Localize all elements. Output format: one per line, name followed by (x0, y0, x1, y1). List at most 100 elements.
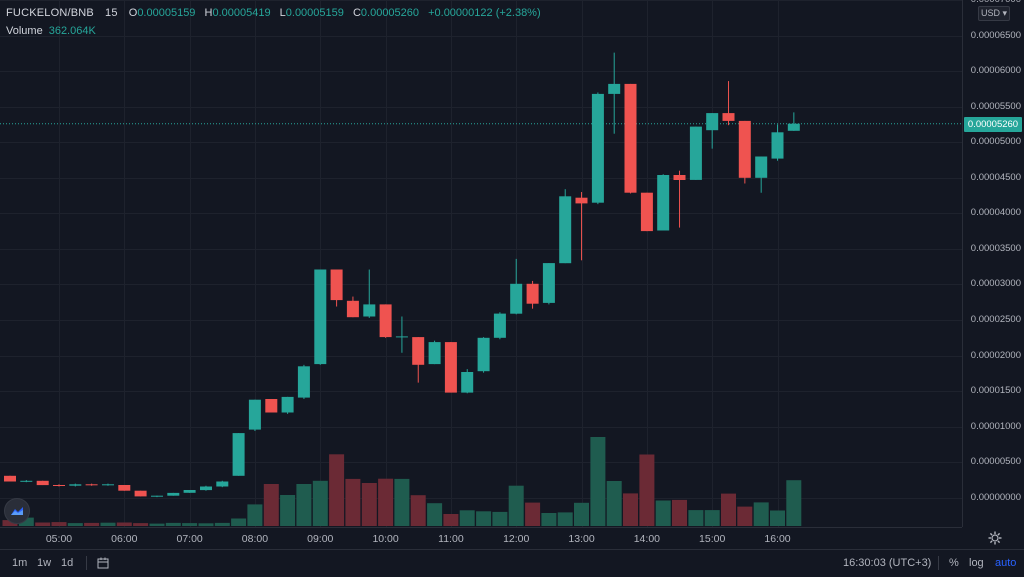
currency-select[interactable]: USD ▾ (978, 6, 1010, 21)
candle-up (591, 93, 604, 203)
price-axis-label: 0.00005500 (970, 100, 1021, 112)
time-axis-label: 07:00 (176, 533, 203, 545)
volume-bar (361, 483, 377, 526)
volume-bar (394, 478, 410, 526)
volume-bar (737, 506, 753, 526)
candle-down (118, 485, 131, 491)
candle-down (85, 484, 98, 486)
price-axis-label: 0.00002500 (970, 314, 1021, 326)
candle-up (461, 372, 474, 393)
percent-scale-toggle[interactable]: % (949, 557, 959, 569)
volume-bar (753, 502, 769, 526)
candle-down (526, 283, 539, 304)
candle-down (265, 399, 278, 413)
price-axis-label: 0.00001000 (970, 420, 1021, 432)
range-1d-button[interactable]: 1d (61, 557, 74, 569)
candle-up (151, 495, 163, 497)
log-scale-toggle[interactable]: log (969, 557, 984, 569)
candle-up (706, 113, 719, 131)
volume-bar (84, 522, 100, 526)
candle-up (248, 399, 261, 430)
time-axis-label: 12:00 (503, 533, 530, 545)
volume-bar (786, 480, 802, 526)
time-axis-label: 16:00 (764, 533, 791, 545)
volume-legend: Volume 362.064K (6, 25, 96, 37)
volume-bar (100, 522, 116, 526)
time-axis-label: 08:00 (241, 533, 269, 545)
candle-up (232, 433, 245, 476)
symbol-name[interactable]: FUCKELON/BNB (6, 7, 94, 19)
candle-up (428, 342, 441, 365)
volume-bar (116, 522, 132, 526)
volume-bar (198, 523, 214, 527)
volume-bar (247, 504, 263, 526)
chart-pane[interactable] (0, 0, 962, 527)
volume-bar (688, 510, 704, 526)
candle-down (36, 480, 49, 486)
volume-bar (443, 514, 459, 526)
candle-up (200, 486, 212, 491)
price-axis[interactable]: 0.00007000 0.00006500 0.00006000 0.00005500… (962, 0, 1024, 527)
candle-up (297, 366, 310, 398)
volume-bar (574, 502, 589, 526)
candle-down (640, 192, 653, 232)
candle-up (183, 490, 196, 493)
volume-bar (525, 502, 541, 526)
price-axis-label: 0.00007000 (971, 0, 1021, 5)
price-axis-label: 0.00000000 (970, 491, 1021, 503)
last-price-tag: 0.00005260 (964, 117, 1022, 132)
volume-bar (557, 512, 573, 526)
settings-gear-icon[interactable] (988, 531, 1002, 545)
candle-down (330, 269, 343, 301)
volume-bar (214, 522, 230, 526)
volume-bar (590, 437, 606, 526)
candle-up (314, 269, 327, 365)
volume-bar (623, 493, 638, 526)
candle-down (624, 83, 637, 193)
auto-scale-toggle[interactable]: auto (995, 557, 1017, 569)
candle-up (20, 480, 33, 482)
candle-up (167, 492, 180, 496)
volume-bar (312, 480, 328, 526)
open-label: O (128, 7, 138, 19)
cloud-logo-icon (11, 507, 23, 515)
toolbar-divider (86, 556, 87, 570)
low-label: L (279, 7, 286, 19)
price-axis-label: 0.00006500 (970, 29, 1021, 41)
time-axis-label: 14:00 (633, 533, 660, 545)
chart-legend: FUCKELON/BNB 15 O0.00005159 H0.00005419 … (6, 7, 547, 19)
clock-timezone[interactable]: 16:30:03 (UTC+3) (843, 557, 932, 569)
candle-down (379, 304, 392, 338)
volume-bar (18, 517, 34, 526)
candle-down (412, 337, 425, 365)
price-axis-label: 0.00005000 (970, 136, 1021, 148)
open-value: 0.00005159 (137, 7, 196, 19)
candle-up (281, 396, 294, 413)
candle-down (134, 490, 147, 497)
volume-label[interactable]: Volume (6, 25, 43, 37)
candle-up (69, 484, 82, 486)
price-axis-label: 0.00006000 (970, 65, 1021, 77)
volume-bar (67, 523, 83, 526)
candlestick-chart[interactable] (0, 0, 962, 527)
high-value: 0.00005419 (212, 7, 271, 19)
candle-up (771, 132, 784, 159)
range-1m-button[interactable]: 1m (12, 557, 28, 569)
volume-bar (280, 495, 296, 526)
volume-bar (492, 511, 508, 526)
high-label: H (204, 7, 213, 19)
candle-up (755, 156, 768, 178)
volume-bar (2, 520, 18, 526)
candle-up (608, 83, 621, 94)
candle-up (363, 304, 376, 317)
candle-up (657, 175, 670, 231)
calendar-icon[interactable] (97, 557, 109, 569)
volume-bar (476, 511, 492, 526)
interval-label[interactable]: 15 (105, 7, 118, 19)
candle-up (395, 336, 408, 338)
tradingview-logo[interactable] (4, 498, 30, 524)
price-axis-label: 0.00002000 (970, 349, 1021, 361)
time-axis[interactable]: 05:00 06:00 07:00 08:00 09:00 10:00 11:00 12:00… (0, 527, 962, 550)
range-1w-button[interactable]: 1w (37, 557, 52, 569)
volume-bar (165, 522, 181, 526)
